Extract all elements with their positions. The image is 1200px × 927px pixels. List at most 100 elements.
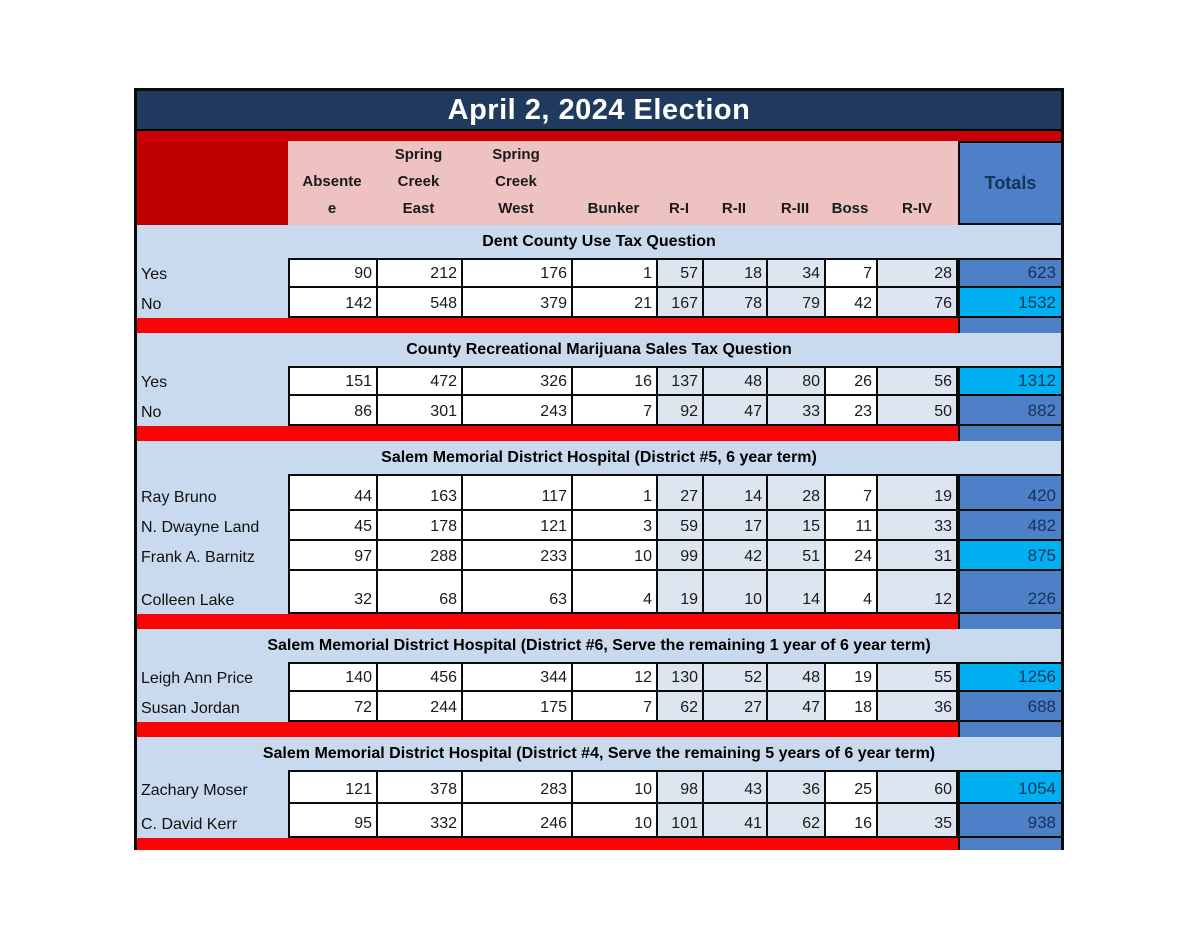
vote-count-cell: 47 xyxy=(766,692,824,722)
vote-count-cell: 117 xyxy=(461,474,571,511)
vote-count-cell: 1 xyxy=(571,474,656,511)
vote-count-cell: 15 xyxy=(766,511,824,541)
section-separator xyxy=(137,614,1061,629)
vote-count-cell: 178 xyxy=(376,511,461,541)
vote-count-cell: 378 xyxy=(376,770,461,804)
separator-totals-tail xyxy=(958,722,1061,737)
vote-count-cell: 140 xyxy=(288,662,376,692)
total-cell: 482 xyxy=(958,511,1061,541)
vote-count-cell: 233 xyxy=(461,541,571,571)
vote-count-cell: 19 xyxy=(876,474,958,511)
total-cell: 420 xyxy=(958,474,1061,511)
vote-count-cell: 36 xyxy=(876,692,958,722)
table-row: Ray Bruno 44 163 117 1 27 14 28 7 19 420 xyxy=(137,474,1061,511)
vote-count-cell: 175 xyxy=(461,692,571,722)
row-label: Colleen Lake xyxy=(137,571,288,614)
section-title: Dent County Use Tax Question xyxy=(137,225,1061,258)
vote-count-cell: 98 xyxy=(656,770,702,804)
vote-count-cell: 48 xyxy=(702,366,766,396)
separator-red-bar xyxy=(137,838,958,850)
column-header-r-iii: R-III xyxy=(766,141,824,225)
vote-count-cell: 456 xyxy=(376,662,461,692)
column-header-r-iv: R-IV xyxy=(876,141,958,225)
vote-count-cell: 90 xyxy=(288,258,376,288)
vote-count-cell: 243 xyxy=(461,396,571,426)
vote-count-cell: 50 xyxy=(876,396,958,426)
row-label: Yes xyxy=(137,366,288,396)
vote-count-cell: 163 xyxy=(376,474,461,511)
section-title: Salem Memorial District Hospital (Distri… xyxy=(137,737,1061,770)
vote-count-cell: 14 xyxy=(766,571,824,614)
vote-count-cell: 51 xyxy=(766,541,824,571)
table-row: No 86 301 243 7 92 47 33 23 50 882 xyxy=(137,396,1061,426)
vote-count-cell: 80 xyxy=(766,366,824,396)
vote-count-cell: 62 xyxy=(656,692,702,722)
vote-count-cell: 24 xyxy=(824,541,876,571)
vote-count-cell: 99 xyxy=(656,541,702,571)
section-title: Salem Memorial District Hospital (Distri… xyxy=(137,441,1061,474)
vote-count-cell: 244 xyxy=(376,692,461,722)
total-cell-winner: 875 xyxy=(958,541,1061,571)
vote-count-cell: 42 xyxy=(702,541,766,571)
vote-count-cell: 63 xyxy=(461,571,571,614)
vote-count-cell: 32 xyxy=(288,571,376,614)
section: Salem Memorial District Hospital (Distri… xyxy=(137,629,1061,737)
table-row: Colleen Lake 32 68 63 4 19 10 14 4 12 226 xyxy=(137,571,1061,614)
column-header-row: Absente e Spring Creek East Spring Creek W… xyxy=(137,141,1061,225)
vote-count-cell: 7 xyxy=(571,396,656,426)
vote-count-cell: 44 xyxy=(288,474,376,511)
vote-count-cell: 16 xyxy=(824,804,876,838)
vote-count-cell: 18 xyxy=(702,258,766,288)
vote-count-cell: 167 xyxy=(656,288,702,318)
table-row: N. Dwayne Land 45 178 121 3 59 17 15 11 33 482 xyxy=(137,511,1061,541)
vote-count-cell: 19 xyxy=(656,571,702,614)
vote-count-cell: 95 xyxy=(288,804,376,838)
total-cell: 882 xyxy=(958,396,1061,426)
total-cell-winner: 1256 xyxy=(958,662,1061,692)
vote-count-cell: 288 xyxy=(376,541,461,571)
election-results-table: April 2, 2024 Election Absente e Spring C… xyxy=(134,88,1064,850)
header-corner-block xyxy=(137,141,288,225)
vote-count-cell: 12 xyxy=(876,571,958,614)
vote-count-cell: 176 xyxy=(461,258,571,288)
vote-count-cell: 137 xyxy=(656,366,702,396)
vote-count-cell: 41 xyxy=(702,804,766,838)
vote-count-cell: 35 xyxy=(876,804,958,838)
vote-count-cell: 62 xyxy=(766,804,824,838)
vote-count-cell: 7 xyxy=(824,474,876,511)
vote-count-cell: 26 xyxy=(824,366,876,396)
separator-totals-tail xyxy=(958,614,1061,629)
vote-count-cell: 101 xyxy=(656,804,702,838)
vote-count-cell: 56 xyxy=(876,366,958,396)
vote-count-cell: 36 xyxy=(766,770,824,804)
vote-count-cell: 18 xyxy=(824,692,876,722)
column-header-spring-creek-east: Spring Creek East xyxy=(376,141,461,225)
row-label: Leigh Ann Price xyxy=(137,662,288,692)
column-header-absentee: Absente e xyxy=(288,141,376,225)
total-cell-winner: 1054 xyxy=(958,770,1061,804)
vote-count-cell: 42 xyxy=(824,288,876,318)
vote-count-cell: 97 xyxy=(288,541,376,571)
section: Salem Memorial District Hospital (Distri… xyxy=(137,737,1061,850)
table-row: No 142 548 379 21 167 78 79 42 76 1532 xyxy=(137,288,1061,318)
vote-count-cell: 27 xyxy=(702,692,766,722)
vote-count-cell: 12 xyxy=(571,662,656,692)
vote-count-cell: 7 xyxy=(571,692,656,722)
vote-count-cell: 34 xyxy=(766,258,824,288)
separator-red-bar xyxy=(137,426,958,441)
vote-count-cell: 11 xyxy=(824,511,876,541)
separator-red-bar xyxy=(137,318,958,333)
total-cell: 226 xyxy=(958,571,1061,614)
table-title: April 2, 2024 Election xyxy=(447,93,751,126)
separator-red-bar xyxy=(137,722,958,737)
vote-count-cell: 332 xyxy=(376,804,461,838)
vote-count-cell: 10 xyxy=(702,571,766,614)
total-cell: 623 xyxy=(958,258,1061,288)
vote-count-cell: 10 xyxy=(571,541,656,571)
vote-count-cell: 27 xyxy=(656,474,702,511)
vote-count-cell: 78 xyxy=(702,288,766,318)
vote-count-cell: 472 xyxy=(376,366,461,396)
table-row: C. David Kerr 95 332 246 10 101 41 62 16 35 938 xyxy=(137,804,1061,838)
table-title-bar: April 2, 2024 Election xyxy=(137,91,1061,131)
vote-count-cell: 246 xyxy=(461,804,571,838)
